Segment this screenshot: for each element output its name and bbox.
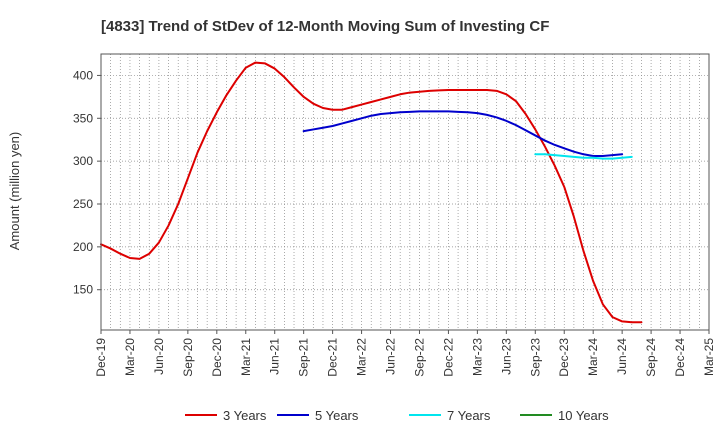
y-tick-label: 150 xyxy=(73,283,93,297)
legend-label: 3 Years xyxy=(223,408,267,423)
series-line-7-years xyxy=(534,153,633,160)
x-tick-label: Sep-20 xyxy=(181,338,195,377)
series-line-5-years xyxy=(302,110,624,157)
x-tick-label: Mar-20 xyxy=(123,338,137,376)
x-tick-label: Jun-23 xyxy=(499,338,513,375)
legend-label: 10 Years xyxy=(558,408,609,423)
y-tick-label: 300 xyxy=(73,154,93,168)
x-tick-label: Jun-22 xyxy=(384,338,398,375)
x-tick-label: Dec-19 xyxy=(94,338,108,377)
x-tick-label: Mar-23 xyxy=(470,338,484,376)
legend: 3 Years 5 Years 7 Years 10 Years xyxy=(185,408,609,423)
x-tick-label: Dec-24 xyxy=(673,338,687,377)
x-tick-label: Sep-23 xyxy=(528,338,542,377)
plot-frame xyxy=(100,53,710,331)
plot-area xyxy=(101,54,709,330)
x-tick-label: Mar-25 xyxy=(702,338,716,376)
series-group xyxy=(100,61,643,324)
x-axis-ticks: Dec-19 Mar-20 Jun-20 Sep-20 Dec-20 Mar-21 Jun-… xyxy=(94,330,716,377)
x-tick-label: Mar-24 xyxy=(586,338,600,376)
grid xyxy=(101,54,709,330)
x-tick-label: Sep-21 xyxy=(297,338,311,377)
x-tick-label: Dec-22 xyxy=(441,338,455,377)
legend-label: 7 Years xyxy=(447,408,491,423)
series-line-3-years xyxy=(100,61,643,324)
x-tick-label: Jun-21 xyxy=(268,338,282,375)
x-tick-label: Jun-20 xyxy=(152,338,166,375)
x-tick-label: Dec-21 xyxy=(326,338,340,377)
y-tick-label: 350 xyxy=(73,111,93,125)
legend-label: 5 Years xyxy=(315,408,359,423)
chart-title: [4833] Trend of StDev of 12-Month Moving… xyxy=(101,18,549,35)
x-tick-label: Mar-21 xyxy=(239,338,253,376)
y-tick-label: 250 xyxy=(73,197,93,211)
y-axis-ticks: 150 200 250 300 350 400 xyxy=(73,68,101,297)
x-tick-label: Dec-23 xyxy=(557,338,571,377)
y-tick-label: 400 xyxy=(73,68,93,82)
x-tick-label: Jun-24 xyxy=(615,338,629,375)
x-tick-label: Dec-20 xyxy=(210,338,224,377)
y-axis-label: Amount (million yen) xyxy=(7,132,22,251)
y-tick-label: 200 xyxy=(73,240,93,254)
x-tick-label: Mar-22 xyxy=(355,338,369,376)
x-tick-label: Sep-24 xyxy=(644,338,658,377)
x-tick-label: Sep-22 xyxy=(412,338,426,377)
